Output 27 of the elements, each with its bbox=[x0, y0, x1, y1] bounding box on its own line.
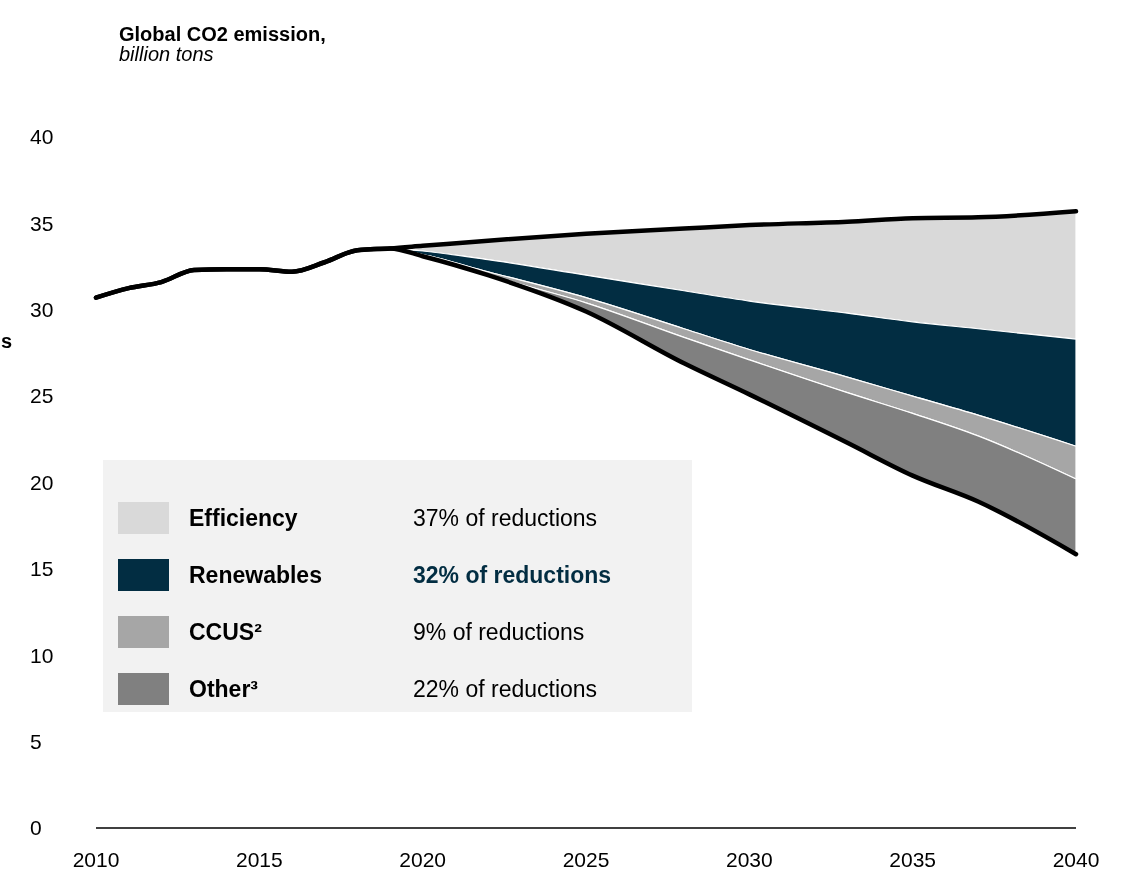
y-tick-label: 0 bbox=[30, 816, 42, 840]
x-tick-label: 2030 bbox=[725, 848, 773, 871]
annotation: 9% of reductions bbox=[413, 619, 585, 646]
y-tick-label: 15 bbox=[30, 557, 54, 581]
text: s bbox=[1, 330, 13, 352]
y-tick-label: 10 bbox=[30, 643, 54, 667]
x-tick-label: 2040 bbox=[1052, 848, 1100, 871]
chart-subtitle: billion tons bbox=[119, 43, 214, 65]
legend-label: Other³ bbox=[189, 676, 259, 703]
legend-label: Efficiency bbox=[189, 505, 298, 532]
annotation: 37% of reductions bbox=[413, 505, 598, 532]
x-tick-label: 2035 bbox=[889, 848, 937, 871]
chart-title: Global CO2 emission, bbox=[119, 23, 326, 45]
y-tick-label: 35 bbox=[30, 211, 54, 235]
annotation: 22% of reductions bbox=[413, 676, 598, 703]
y-tick-label: 20 bbox=[30, 470, 54, 494]
x-tick-label: 2010 bbox=[72, 848, 120, 871]
annotation: 32% of reductions bbox=[413, 562, 612, 589]
y-tick-label: 40 bbox=[30, 125, 54, 149]
legend-label: CCUS² bbox=[189, 619, 263, 646]
x-tick-label: 2020 bbox=[399, 848, 447, 871]
x-tick-label: 2015 bbox=[235, 848, 283, 871]
legend-label: Renewables bbox=[189, 562, 322, 589]
y-tick-label: 30 bbox=[30, 298, 54, 322]
y-tick-label: 5 bbox=[30, 729, 42, 753]
y-tick-label: 25 bbox=[30, 384, 54, 408]
x-tick-label: 2025 bbox=[562, 848, 610, 871]
